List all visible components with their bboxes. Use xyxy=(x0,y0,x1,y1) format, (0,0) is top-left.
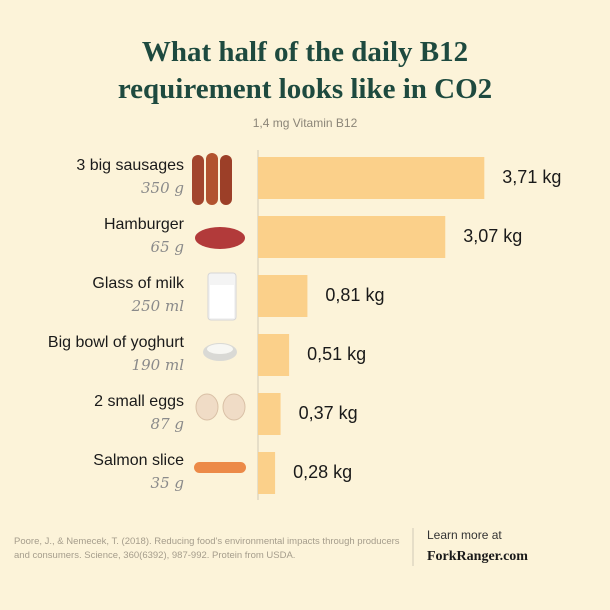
value-label: 3,07 kg xyxy=(463,226,522,246)
category-label: Big bowl of yoghurt xyxy=(48,334,185,351)
milk-icon xyxy=(207,272,237,321)
amount-label: 35 g xyxy=(151,474,184,492)
category-label: 3 big sausages xyxy=(76,157,184,174)
value-label: 3,71 kg xyxy=(502,167,561,187)
hamburger-icon xyxy=(195,227,245,249)
value-label: 0,81 kg xyxy=(325,285,384,305)
link-label: Learn more at xyxy=(427,528,502,542)
chart-title: What half of the daily B12 requirement l… xyxy=(117,36,493,105)
amount-label: 250 ml xyxy=(131,297,185,315)
bar xyxy=(258,452,276,494)
amount-label: 350 g xyxy=(141,179,184,197)
value-label: 0,37 kg xyxy=(299,403,358,423)
link[interactable]: ForkRanger.com xyxy=(427,549,528,564)
salmon-icon xyxy=(194,462,246,473)
bar xyxy=(258,216,446,258)
category-label: Glass of milk xyxy=(92,275,185,292)
value-label: 0,28 kg xyxy=(293,462,352,482)
category-label: 2 small eggs xyxy=(94,393,184,410)
eggs-icon xyxy=(195,393,246,421)
amount-label: 87 g xyxy=(151,415,184,433)
bar xyxy=(258,157,485,199)
bar xyxy=(258,393,281,435)
sausages-icon xyxy=(192,153,232,205)
yoghurt-icon xyxy=(203,343,237,361)
amount-label: 65 g xyxy=(151,238,184,256)
value-label: 0,51 kg xyxy=(307,344,366,364)
bar xyxy=(258,275,308,317)
source: Poore, J., & Nemecek, T. (2018). Reducin… xyxy=(14,536,400,561)
amount-label: 190 ml xyxy=(132,356,185,374)
bar xyxy=(258,334,290,376)
category-label: Salmon slice xyxy=(93,452,184,469)
subtitle: 1,4 mg Vitamin B12 xyxy=(253,116,358,130)
category-label: Hamburger xyxy=(104,216,185,233)
